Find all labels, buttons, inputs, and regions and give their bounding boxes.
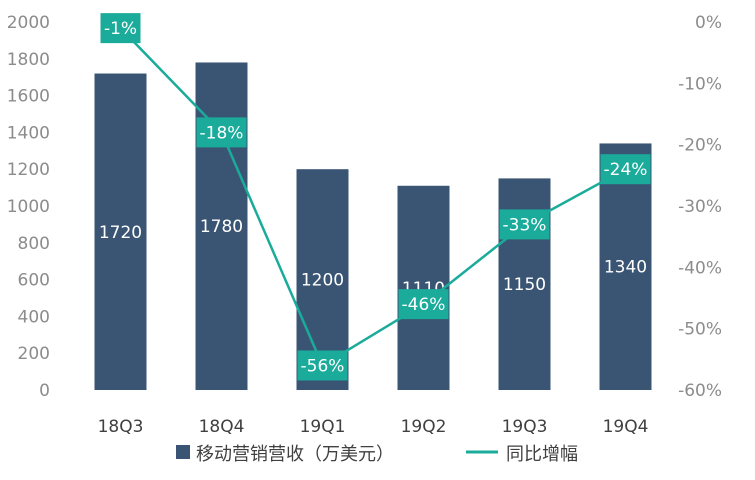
legend-bar-label: 移动营销营收（万美元） bbox=[196, 444, 394, 465]
growth-data-label: -18% bbox=[200, 123, 244, 143]
category-label: 19Q2 bbox=[401, 417, 447, 437]
growth-data-label: -1% bbox=[104, 19, 137, 39]
bar-data-label: 1150 bbox=[503, 275, 546, 295]
left-axis-tick-label: 200 bbox=[18, 344, 50, 364]
bar-data-label: 1780 bbox=[200, 217, 243, 237]
legend: 移动营销营收（万美元） 同比增幅 bbox=[176, 444, 578, 465]
bar bbox=[599, 143, 652, 390]
category-label: 18Q4 bbox=[199, 417, 245, 437]
legend-bar-swatch bbox=[176, 445, 190, 459]
left-axis-tick-label: 400 bbox=[18, 307, 50, 327]
right-axis-ticks: 0% -10% -20% -30% -40% -50% -60% bbox=[678, 13, 722, 401]
growth-label-box bbox=[100, 13, 141, 44]
bar bbox=[397, 185, 450, 390]
right-axis-tick-label: -50% bbox=[678, 320, 722, 340]
left-axis-tick-label: 0 bbox=[39, 381, 50, 401]
category-label: 18Q3 bbox=[98, 417, 144, 437]
category-label: 19Q4 bbox=[603, 417, 649, 437]
bar-data-label: 1200 bbox=[301, 271, 344, 291]
right-axis-tick-label: -30% bbox=[678, 197, 722, 217]
growth-data-label: -56% bbox=[301, 356, 345, 376]
growth-data-label: -24% bbox=[604, 160, 648, 180]
growth-data-label: -46% bbox=[402, 295, 446, 315]
growth-label-box bbox=[297, 350, 348, 381]
bar-data-label: 1340 bbox=[604, 258, 647, 278]
category-label: 19Q3 bbox=[502, 417, 548, 437]
growth-label-box bbox=[398, 289, 449, 320]
right-axis-tick-label: -20% bbox=[678, 136, 722, 156]
growth-data-label: -33% bbox=[503, 215, 547, 235]
left-axis-tick-label: 1800 bbox=[7, 50, 50, 70]
growth-label-box bbox=[499, 209, 550, 240]
left-axis-tick-label: 600 bbox=[18, 271, 50, 291]
left-axis-tick-label: 1600 bbox=[7, 87, 50, 107]
legend-line-label: 同比增幅 bbox=[506, 444, 578, 465]
right-axis-tick-label: -40% bbox=[678, 258, 722, 278]
right-axis-tick-label: -10% bbox=[678, 74, 722, 94]
bar-series bbox=[94, 62, 652, 391]
bar-data-label: 1720 bbox=[99, 223, 142, 243]
bar bbox=[94, 73, 147, 391]
right-axis-tick-label: -60% bbox=[678, 381, 722, 401]
left-axis-ticks: 0 200 400 600 800 1000 1200 1400 1600 1800 2000 bbox=[7, 13, 50, 401]
bar bbox=[195, 62, 248, 390]
category-label: 19Q1 bbox=[300, 417, 346, 437]
left-axis-tick-label: 1000 bbox=[7, 197, 50, 217]
left-axis-tick-label: 800 bbox=[18, 234, 50, 254]
category-labels: 18Q3 18Q4 19Q1 19Q2 19Q3 19Q4 bbox=[98, 417, 649, 437]
right-axis-tick-label: 0% bbox=[695, 13, 722, 33]
growth-label-box bbox=[196, 117, 247, 148]
line-series: -1% -18% -56% -46% -33% -24% bbox=[100, 13, 651, 381]
growth-label-box bbox=[600, 154, 651, 185]
left-axis-tick-label: 1400 bbox=[7, 123, 50, 143]
left-axis-tick-label: 1200 bbox=[7, 160, 50, 180]
left-axis-tick-label: 2000 bbox=[7, 13, 50, 33]
